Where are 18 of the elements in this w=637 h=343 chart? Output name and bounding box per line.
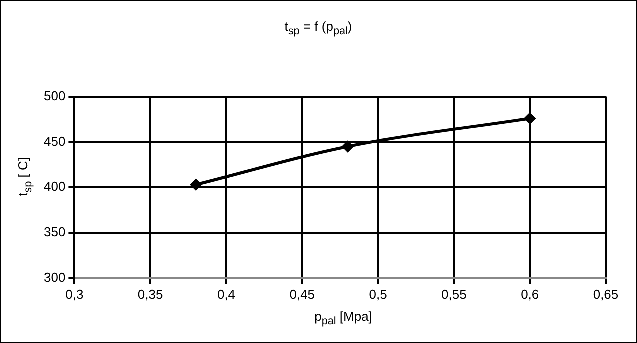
y-tick-label: 300 [44, 270, 66, 285]
point [342, 141, 354, 152]
y-tick-label: 450 [44, 134, 66, 149]
x-tick-label: 0,6 [521, 286, 540, 302]
point [190, 179, 202, 190]
y-tick-label: 400 [44, 179, 66, 194]
x-tick-label: 0,5 [369, 286, 388, 302]
y-tick-label: 350 [44, 224, 66, 240]
x-tick-label: 0,4 [217, 286, 236, 302]
x-tick-label: 0,65 [593, 286, 619, 302]
x-tick-label: 0,55 [442, 286, 467, 302]
x-tick-label: 0,3 [66, 286, 84, 302]
chart-title: t$_{sp}$ = f (p$_{pal}$) [284, 19, 354, 38]
x-tick-label: 0,45 [290, 286, 316, 302]
point [524, 113, 536, 124]
x-tick-label: 0,35 [138, 286, 164, 302]
x-axis-title: p$_{pal}$ [Mpa] [314, 309, 374, 328]
y-tick-label: 500 [44, 88, 66, 104]
